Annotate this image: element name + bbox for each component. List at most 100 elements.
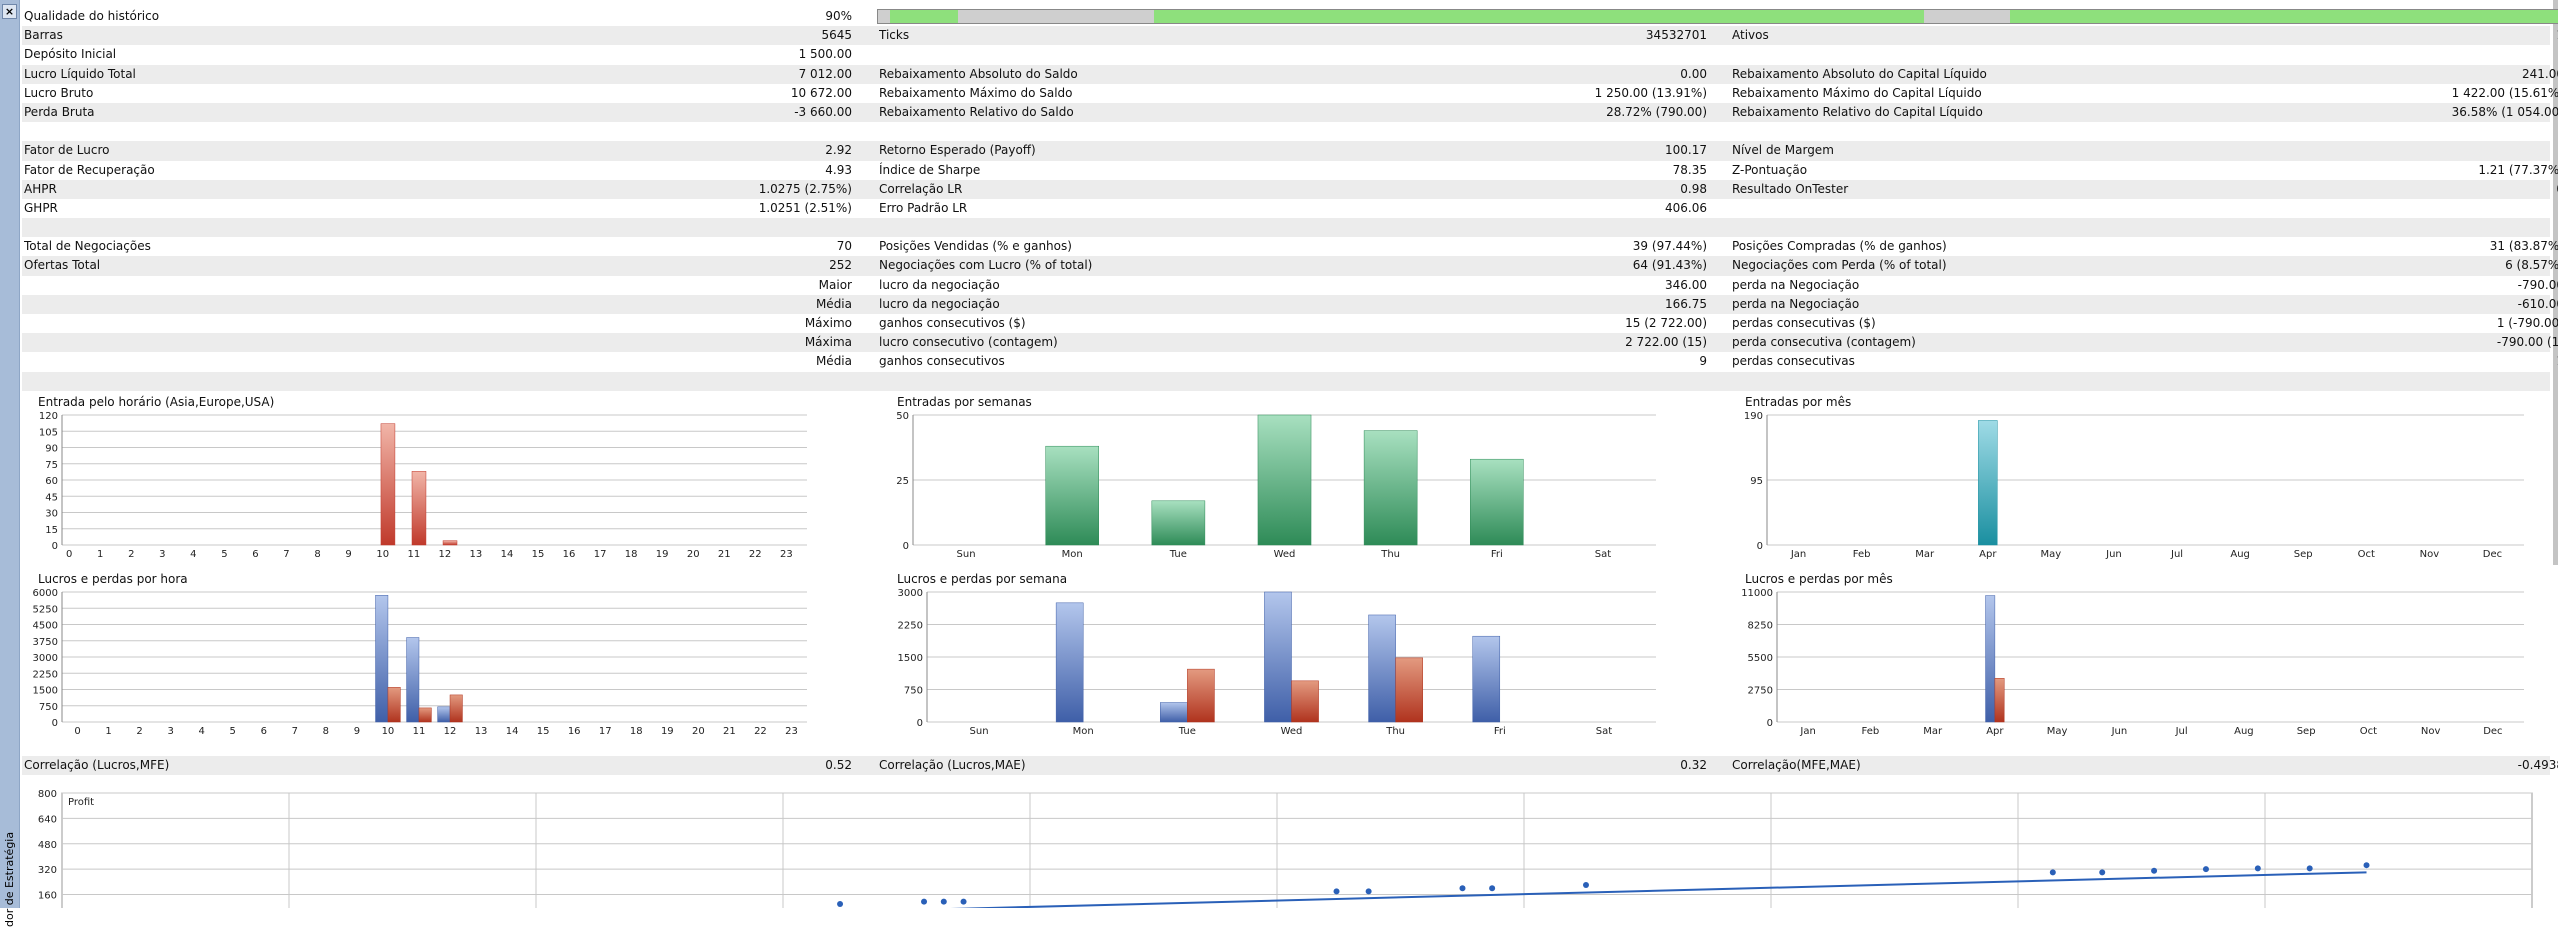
stat-value: 0 <box>2172 180 2558 199</box>
x-tick-label: Jun <box>2111 726 2128 737</box>
y-tick-label: 0 <box>903 541 909 552</box>
x-tick-label: Feb <box>1862 726 1880 737</box>
y-tick-label: 480 <box>38 840 57 851</box>
bar <box>1045 445 1100 546</box>
y-tick-label: 160 <box>38 891 57 902</box>
y-tick-label: 8250 <box>1748 621 1773 632</box>
chart-title: Entradas por semanas <box>897 395 1032 409</box>
stat-label: Rebaixamento Máximo do Saldo <box>879 85 1073 100</box>
x-tick-label: 3 <box>159 549 165 560</box>
x-tick-label: 9 <box>345 549 351 560</box>
bar <box>411 471 427 546</box>
x-tick-label: Jun <box>2105 549 2122 560</box>
x-tick-label: 23 <box>785 726 798 737</box>
stat-row: Fator de Recuperação 4.93 Índice de Sharpe… <box>22 161 2558 180</box>
stat-label: Rebaixamento Máximo do Capital Líquido <box>1732 85 1982 100</box>
stat-value: 406.06 <box>1665 200 1707 215</box>
x-tick-label: 1 <box>97 549 103 560</box>
stat-label: Posições Compradas (% de ganhos) <box>1732 239 1947 254</box>
stat-value: 252 <box>829 258 852 273</box>
data-point <box>837 901 844 908</box>
bar-chart: 0 2750 5500 8250 11000 Jan Feb Mar Apr May Jun Jul A… <box>1741 588 2524 737</box>
data-point <box>2099 869 2106 876</box>
bar <box>1363 430 1418 546</box>
trend-line <box>950 871 2367 908</box>
x-tick-label: 15 <box>532 549 545 560</box>
data-point <box>2254 865 2261 872</box>
close-icon[interactable]: × <box>2 4 17 19</box>
bar <box>1470 458 1524 546</box>
stat-label: Ticks <box>879 28 910 43</box>
stat-value: 34532701 <box>1645 28 1707 43</box>
y-tick-label: 11000 <box>1741 588 1773 599</box>
correlation-label: Correlação (Lucros,MFE) <box>24 758 170 772</box>
x-tick-label: Dec <box>2483 726 2502 737</box>
stat-value: 1 <box>2172 26 2558 45</box>
stat-value: 100.17 <box>1665 143 1707 158</box>
x-tick-label: Mon <box>1062 549 1083 560</box>
y-tick-label: 90 <box>45 444 58 455</box>
data-point <box>2049 869 2056 876</box>
x-tick-label: 0 <box>66 549 72 560</box>
stat-label: Lucro Bruto <box>24 85 94 100</box>
stat-value: 78.35 <box>1672 162 1707 177</box>
x-tick-label: 20 <box>687 549 700 560</box>
stat-label: Retorno Esperado (Payoff) <box>879 143 1036 158</box>
stat-label: Negociações com Lucro (% of total) <box>879 258 1093 273</box>
stat-row: Máxima lucro consecutivo (contagem) 2 722.… <box>22 333 2558 353</box>
x-tick-label: Mon <box>1073 726 1094 737</box>
y-tick-label: 0 <box>1757 541 1763 552</box>
data-point <box>2306 865 2313 872</box>
y-tick-label: 2750 <box>1748 686 1773 697</box>
y-tick-label: 2250 <box>898 621 923 632</box>
x-tick-label: 18 <box>630 726 643 737</box>
stat-value: 346.00 <box>1665 277 1707 292</box>
bar <box>1055 602 1084 723</box>
stat-value: 39 (97.44%) <box>1632 239 1707 254</box>
y-tick-label: 105 <box>39 427 58 438</box>
x-tick-label: Tue <box>1169 549 1187 560</box>
x-tick-label: 23 <box>780 549 793 560</box>
plot-area <box>61 792 2533 908</box>
stat-value: 1.21 (77.37%) <box>2478 162 2558 177</box>
chart-title: Lucros e perdas por mês <box>1745 572 1893 586</box>
x-tick-label: 10 <box>376 549 389 560</box>
x-tick-label: 9 <box>354 726 360 737</box>
x-tick-label: 21 <box>723 726 736 737</box>
x-tick-label: Aug <box>2234 726 2254 737</box>
x-tick-label: Fri <box>1494 726 1506 737</box>
x-tick-label: 5 <box>230 726 236 737</box>
stat-value: 15 (2 722.00) <box>1625 316 1707 330</box>
stat-label: Rebaixamento Relativo do Capital Líquido <box>1732 104 1983 119</box>
y-tick-label: 6000 <box>33 588 58 599</box>
stat-label: Índice de Sharpe <box>879 162 981 177</box>
stat-label: Lucro Líquido Total <box>24 66 136 81</box>
x-tick-label: Sun <box>970 726 989 737</box>
stat-value: Maior <box>818 277 852 292</box>
y-tick-label: 5500 <box>1748 653 1773 664</box>
stat-value: 1 500.00 <box>798 47 852 62</box>
x-tick-label: 8 <box>314 549 320 560</box>
stat-label: Z-Pontuação <box>1732 162 1808 177</box>
y-tick-label: 50 <box>896 411 909 422</box>
y-tick-label: 190 <box>1744 411 1763 422</box>
stat-label: Correlação LR <box>879 181 963 196</box>
data-point <box>1459 885 1466 892</box>
bar <box>418 707 432 723</box>
stat-label: perdas consecutivas <box>1732 354 1855 369</box>
bar <box>375 595 389 723</box>
y-tick-label: 0 <box>1767 718 1773 729</box>
x-tick-label: Aug <box>2230 549 2250 560</box>
x-tick-label: 16 <box>568 726 581 737</box>
y-tick-label: 25 <box>896 476 909 487</box>
x-tick-label: Apr <box>1979 549 1997 560</box>
stat-value: 2 722.00 (15) <box>1625 335 1707 350</box>
stat-value: -790.00 <box>2517 277 2558 292</box>
stat-label: Ofertas Total <box>24 258 101 273</box>
x-tick-label: Nov <box>2421 726 2441 737</box>
y-tick-label: 15 <box>45 525 58 536</box>
stat-label: lucro da negociação <box>879 296 1000 311</box>
vertical-scrollbar[interactable] <box>2553 0 2558 565</box>
data-point <box>960 898 967 905</box>
